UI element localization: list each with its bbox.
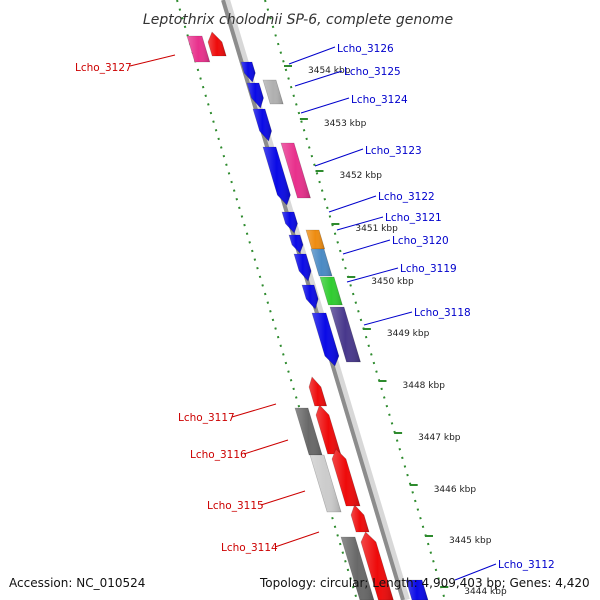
gene-label[interactable]: Lcho_3127 <box>75 62 132 74</box>
gene-label[interactable]: Lcho_3124 <box>351 94 408 106</box>
kbp-tick-label: 3451 kbp <box>355 224 398 234</box>
gene-arrow-group <box>186 31 429 600</box>
gene-label[interactable]: Lcho_3116 <box>190 449 247 461</box>
gene-leader-line <box>336 216 384 231</box>
gene-arrow-shading <box>282 212 298 233</box>
gene-leader-line <box>288 46 336 65</box>
gene-leader-line <box>294 70 343 87</box>
kbp-tick-label: 3453 kbp <box>324 119 367 129</box>
gene-arrow-shading <box>316 405 341 454</box>
kbp-tick-label: 3446 kbp <box>434 485 477 495</box>
gene-arrow-shading <box>361 532 394 600</box>
gene-arrow-shading <box>330 307 361 362</box>
gene-arrow-shading <box>187 36 210 62</box>
gene-arrow-shading <box>294 254 312 281</box>
gene-arrow-shading <box>263 80 284 104</box>
gene-leader-line <box>454 563 497 581</box>
kbp-tick-label: 3444 kbp <box>464 587 507 597</box>
gene-arrow-shading <box>332 449 361 506</box>
genome-title: Leptothrix cholodnii SP-6, complete geno… <box>143 12 453 28</box>
gene-arrow-shading <box>302 285 319 309</box>
gene-arrow-shading <box>309 377 327 406</box>
gene-leader-line <box>342 239 391 255</box>
gene-label[interactable]: Lcho_3117 <box>178 412 235 424</box>
gene-label[interactable]: Lcho_3119 <box>400 263 457 275</box>
gene-leader-line <box>300 97 350 114</box>
gene-leader-line <box>274 531 320 548</box>
topology-text: Topology: circular; Length: 4,909,403 bp… <box>259 576 590 590</box>
kbp-tick-group: 3454 kbp 3453 kbp 3452 kbp 3451 kbp 3450 kbp… <box>284 65 507 597</box>
gene-leader-line <box>243 439 289 455</box>
accession-text: Accession: NC_010524 <box>9 576 145 590</box>
gene-arrow-shading <box>320 277 343 305</box>
gene-leader-line <box>314 148 364 167</box>
gene-leader-line <box>328 195 377 213</box>
gene-label[interactable]: Lcho_3120 <box>392 235 449 247</box>
gene-arrow-shading <box>281 143 311 198</box>
gene-arrow-shading <box>208 32 227 56</box>
gene-label[interactable]: Lcho_3125 <box>344 66 401 78</box>
gene-arrow-shading <box>341 537 374 600</box>
gene-label[interactable]: Lcho_3112 <box>498 559 555 571</box>
gene-arrow-shading <box>351 505 370 532</box>
gene-arrow-shading <box>310 455 342 512</box>
gene-arrow-shading <box>247 83 264 108</box>
kbp-tick-label: 3450 kbp <box>371 277 414 287</box>
gene-label[interactable]: Lcho_3123 <box>365 145 422 157</box>
gene-leader-line <box>346 267 399 283</box>
gene-label[interactable]: Lcho_3122 <box>378 191 435 203</box>
gene-arrow-shading <box>312 313 339 366</box>
gene-label[interactable]: Lcho_3115 <box>207 500 264 512</box>
dotted-guide <box>264 0 446 600</box>
kbp-tick-label: 3445 kbp <box>449 536 492 546</box>
gene-label[interactable]: Lcho_3121 <box>385 212 442 224</box>
gene-leader-line <box>231 403 277 418</box>
gene-arrow-shading <box>263 147 291 205</box>
gene-label[interactable]: Lcho_3114 <box>221 542 278 554</box>
kbp-tick-label: 3454 kbp <box>308 66 351 76</box>
gene-arrow-shading <box>295 408 323 455</box>
kbp-tick-label: 3448 kbp <box>403 381 446 391</box>
gene-arrow-shading <box>241 62 256 82</box>
label-leader-lines <box>129 46 497 581</box>
kbp-tick-label: 3447 kbp <box>418 433 461 443</box>
gene-leader-line <box>363 311 413 326</box>
kbp-tick-label: 3452 kbp <box>340 171 383 181</box>
gene-arrow-shading <box>253 109 272 141</box>
kbp-tick-label: 3449 kbp <box>387 329 430 339</box>
gene-label-group: Lcho_3127 Lcho_3126 Lcho_3125 Lcho_3124 … <box>75 43 555 571</box>
gene-arrow-shading <box>406 580 428 600</box>
gene-arrow-shading <box>311 249 333 276</box>
gene-label[interactable]: Lcho_3126 <box>337 43 394 55</box>
gene-arrow-shading <box>289 235 303 253</box>
gene-label[interactable]: Lcho_3118 <box>414 307 471 319</box>
gene-arrow-shading <box>306 230 325 249</box>
gene-leader-line <box>129 54 176 67</box>
gene-leader-line <box>260 490 306 506</box>
